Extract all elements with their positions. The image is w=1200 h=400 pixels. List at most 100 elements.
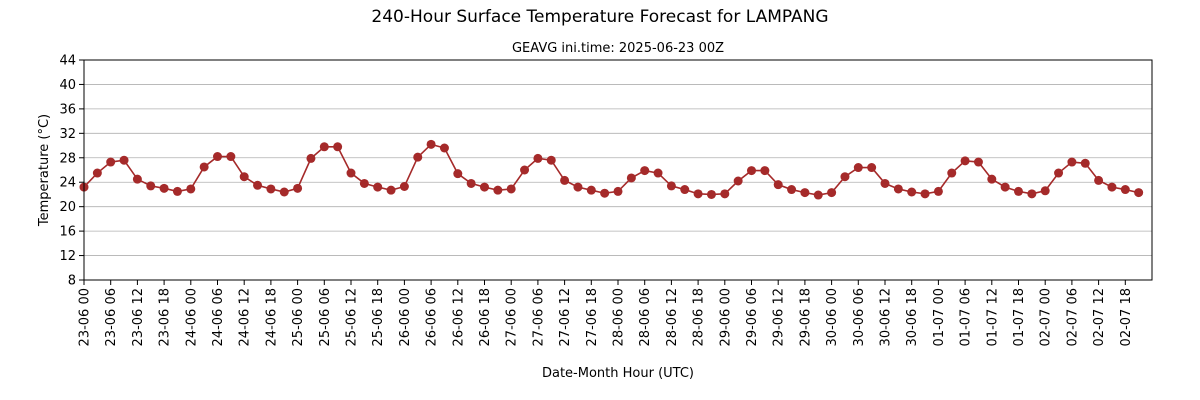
x-tick-label: 02-07 00 bbox=[1039, 288, 1054, 346]
data-point bbox=[573, 182, 583, 192]
x-tick-label: 24-06 00 bbox=[184, 288, 199, 346]
data-point bbox=[1080, 158, 1090, 168]
data-point bbox=[226, 152, 236, 162]
x-tick-label: 24-06 12 bbox=[238, 288, 253, 346]
y-tick-label: 32 bbox=[59, 127, 76, 142]
x-tick-label: 02-07 18 bbox=[1119, 288, 1134, 346]
data-point bbox=[253, 180, 263, 190]
y-tick-label: 20 bbox=[59, 200, 76, 215]
data-point bbox=[1014, 186, 1023, 196]
data-point bbox=[666, 181, 676, 191]
data-point bbox=[840, 172, 850, 182]
x-tick-label: 27-06 00 bbox=[505, 288, 520, 346]
data-point bbox=[453, 169, 463, 179]
data-point bbox=[213, 152, 222, 162]
data-point bbox=[880, 178, 890, 188]
data-point bbox=[693, 189, 703, 199]
data-point bbox=[386, 185, 396, 195]
x-axis: 23-06 00 23-06 06 23-06 12 23-06 18 24-06 00… bbox=[78, 280, 1134, 346]
data-point bbox=[787, 185, 797, 195]
data-point bbox=[1134, 188, 1144, 198]
y-tick-label: 36 bbox=[59, 102, 76, 117]
chart-subtitle: GEAVG ini.time: 2025-06-23 00Z bbox=[512, 41, 724, 56]
data-point bbox=[600, 188, 610, 198]
y-tick-label: 12 bbox=[59, 249, 76, 264]
x-tick-label: 02-07 06 bbox=[1065, 288, 1080, 346]
x-tick-label: 27-06 06 bbox=[531, 288, 546, 346]
data-point bbox=[480, 182, 489, 192]
data-point bbox=[319, 142, 329, 152]
data-point bbox=[186, 184, 196, 194]
x-tick-label: 26-06 06 bbox=[425, 288, 440, 346]
data-point bbox=[546, 155, 556, 165]
x-tick-label: 29-06 00 bbox=[718, 288, 733, 346]
x-tick-label: 23-06 00 bbox=[78, 288, 93, 346]
data-point bbox=[1054, 168, 1064, 178]
data-point bbox=[466, 178, 476, 188]
data-point bbox=[106, 157, 116, 167]
y-tick-label: 16 bbox=[59, 225, 76, 240]
gridlines bbox=[84, 59, 1152, 281]
data-point bbox=[306, 153, 316, 163]
data-point bbox=[973, 157, 983, 167]
data-point bbox=[239, 172, 249, 182]
data-point bbox=[346, 168, 356, 178]
x-tick-label: 25-06 06 bbox=[318, 288, 333, 346]
x-tick-label: 28-06 00 bbox=[612, 288, 627, 346]
y-tick-label: 28 bbox=[59, 151, 76, 166]
data-point bbox=[399, 182, 409, 191]
x-tick-label: 02-07 12 bbox=[1092, 288, 1107, 346]
data-point bbox=[359, 178, 369, 188]
data-point bbox=[493, 185, 503, 195]
data-point bbox=[813, 190, 823, 200]
data-point bbox=[1000, 182, 1010, 192]
data-point bbox=[960, 156, 970, 166]
x-tick-label: 01-07 12 bbox=[985, 288, 1000, 346]
data-point bbox=[279, 187, 289, 197]
data-point bbox=[760, 166, 770, 176]
data-point bbox=[506, 184, 516, 194]
data-point bbox=[172, 186, 182, 196]
x-tick-label: 24-06 18 bbox=[264, 288, 279, 346]
data-point bbox=[146, 181, 156, 191]
data-point bbox=[119, 155, 129, 165]
x-tick-label: 28-06 12 bbox=[665, 288, 680, 346]
x-tick-label: 29-06 12 bbox=[772, 288, 787, 346]
x-tick-label: 27-06 12 bbox=[558, 288, 573, 346]
y-axis-label: Temperature (°C) bbox=[37, 114, 52, 227]
data-point bbox=[987, 174, 997, 184]
x-tick-label: 30-06 00 bbox=[825, 288, 840, 346]
x-tick-label: 28-06 06 bbox=[638, 288, 653, 346]
x-tick-label: 29-06 18 bbox=[798, 288, 813, 346]
data-point bbox=[773, 180, 783, 190]
x-axis-label: Date-Month Hour (UTC) bbox=[542, 366, 694, 381]
x-tick-label: 25-06 18 bbox=[371, 288, 386, 346]
data-point bbox=[827, 188, 837, 198]
data-point bbox=[1107, 182, 1117, 192]
data-point bbox=[920, 189, 930, 199]
x-tick-label: 30-06 06 bbox=[852, 288, 867, 346]
data-point bbox=[199, 162, 209, 172]
plot-frame bbox=[83, 59, 1153, 281]
y-tick-label: 44 bbox=[59, 54, 76, 69]
data-point bbox=[413, 152, 423, 162]
data-point bbox=[92, 168, 102, 178]
data-point bbox=[520, 165, 530, 175]
data-point bbox=[333, 142, 343, 152]
x-tick-label: 27-06 18 bbox=[585, 288, 600, 346]
data-point bbox=[733, 176, 743, 186]
series-layer bbox=[79, 139, 1144, 200]
data-point bbox=[867, 163, 877, 173]
data-point bbox=[439, 143, 449, 153]
data-point bbox=[159, 183, 169, 193]
data-point bbox=[132, 174, 142, 184]
data-point bbox=[680, 185, 690, 195]
data-point bbox=[1027, 189, 1037, 199]
data-point bbox=[626, 173, 636, 183]
x-tick-label: 01-07 18 bbox=[1012, 288, 1027, 346]
data-point bbox=[1120, 185, 1130, 195]
data-point bbox=[933, 186, 943, 196]
data-point bbox=[800, 188, 810, 198]
